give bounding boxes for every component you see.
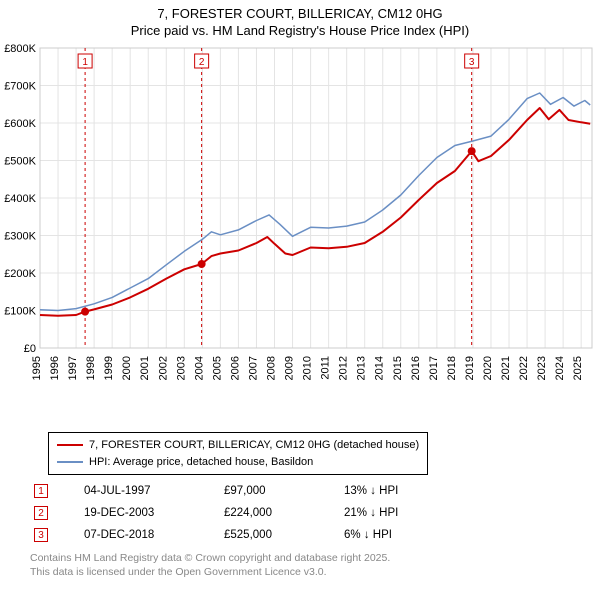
svg-text:2014: 2014	[374, 356, 386, 380]
svg-text:1995: 1995	[31, 356, 43, 380]
svg-text:2003: 2003	[175, 356, 187, 380]
sale-marker: 3	[34, 528, 48, 542]
sale-delta: 13% ↓ HPI	[344, 485, 464, 497]
svg-text:£400K: £400K	[4, 193, 36, 205]
svg-text:2011: 2011	[320, 356, 332, 380]
sale-date: 19-DEC-2003	[84, 507, 224, 519]
svg-text:2016: 2016	[410, 356, 422, 380]
svg-text:£700K: £700K	[4, 81, 36, 93]
svg-text:£600K: £600K	[4, 118, 36, 130]
svg-text:2004: 2004	[193, 356, 205, 380]
svg-text:2015: 2015	[392, 356, 404, 380]
svg-text:3: 3	[469, 57, 475, 68]
svg-text:2005: 2005	[211, 356, 223, 380]
svg-text:2010: 2010	[302, 356, 314, 380]
svg-text:2020: 2020	[482, 356, 494, 380]
svg-text:£0: £0	[24, 343, 36, 355]
svg-text:1: 1	[82, 57, 88, 68]
svg-text:2001: 2001	[139, 356, 151, 380]
svg-text:2025: 2025	[572, 356, 584, 380]
svg-text:2018: 2018	[446, 356, 458, 380]
sale-price: £224,000	[224, 507, 344, 519]
legend-swatch-2	[57, 461, 83, 463]
sale-date: 07-DEC-2018	[84, 529, 224, 541]
svg-text:2007: 2007	[247, 356, 259, 380]
sale-delta: 6% ↓ HPI	[344, 529, 464, 541]
sales-row: 2 19-DEC-2003£224,00021% ↓ HPI	[34, 502, 464, 524]
svg-text:£500K: £500K	[4, 156, 36, 168]
sale-delta: 21% ↓ HPI	[344, 507, 464, 519]
footer: Contains HM Land Registry data © Crown c…	[30, 552, 390, 579]
svg-text:2023: 2023	[536, 356, 548, 380]
footer-line-1: Contains HM Land Registry data © Crown c…	[30, 552, 390, 566]
svg-text:2009: 2009	[284, 356, 296, 380]
svg-text:1996: 1996	[49, 356, 61, 380]
title-line-2: Price paid vs. HM Land Registry's House …	[0, 23, 600, 40]
sale-marker: 1	[34, 484, 48, 498]
svg-text:1999: 1999	[103, 356, 115, 380]
sale-marker: 2	[34, 506, 48, 520]
sale-date: 04-JUL-1997	[84, 485, 224, 497]
footer-line-2: This data is licensed under the Open Gov…	[30, 566, 390, 580]
sales-row: 3 07-DEC-2018£525,0006% ↓ HPI	[34, 524, 464, 546]
chart-svg: £0 £100K £200K £300K £400K £500K £600K £700K £80…	[0, 44, 594, 390]
chart-title-block: 7, FORESTER COURT, BILLERICAY, CM12 0HG …	[0, 0, 600, 42]
svg-text:2017: 2017	[428, 356, 440, 380]
legend-swatch-1	[57, 444, 83, 446]
legend-row-1: 7, FORESTER COURT, BILLERICAY, CM12 0HG …	[57, 437, 419, 454]
chart-area: £0 £100K £200K £300K £400K £500K £600K £700K £80…	[0, 44, 594, 390]
sale-price: £97,000	[224, 485, 344, 497]
svg-text:2021: 2021	[500, 356, 512, 380]
svg-text:£100K: £100K	[4, 306, 36, 318]
svg-text:£800K: £800K	[4, 44, 36, 55]
sales-row: 1 04-JUL-1997£97,00013% ↓ HPI	[34, 480, 464, 502]
svg-text:1998: 1998	[85, 356, 97, 380]
sale-price: £525,000	[224, 529, 344, 541]
svg-text:2006: 2006	[229, 356, 241, 380]
svg-text:2022: 2022	[518, 356, 530, 380]
legend-label-2: HPI: Average price, detached house, Basi…	[89, 454, 313, 471]
svg-text:2019: 2019	[464, 356, 476, 380]
svg-text:£300K: £300K	[4, 231, 36, 243]
svg-text:2024: 2024	[554, 356, 566, 380]
svg-text:1997: 1997	[67, 356, 79, 380]
svg-text:2008: 2008	[266, 356, 278, 380]
svg-text:2012: 2012	[338, 356, 350, 380]
svg-text:2013: 2013	[356, 356, 368, 380]
svg-text:2: 2	[199, 57, 205, 68]
sales-table: 1 04-JUL-1997£97,00013% ↓ HPI 2 19-DEC-2003…	[34, 480, 464, 546]
legend: 7, FORESTER COURT, BILLERICAY, CM12 0HG …	[48, 432, 428, 475]
legend-label-1: 7, FORESTER COURT, BILLERICAY, CM12 0HG …	[89, 437, 419, 454]
svg-text:£200K: £200K	[4, 268, 36, 280]
svg-text:2002: 2002	[157, 356, 169, 380]
title-line-1: 7, FORESTER COURT, BILLERICAY, CM12 0HG	[0, 6, 600, 23]
legend-row-2: HPI: Average price, detached house, Basi…	[57, 454, 419, 471]
svg-text:2000: 2000	[121, 356, 133, 380]
